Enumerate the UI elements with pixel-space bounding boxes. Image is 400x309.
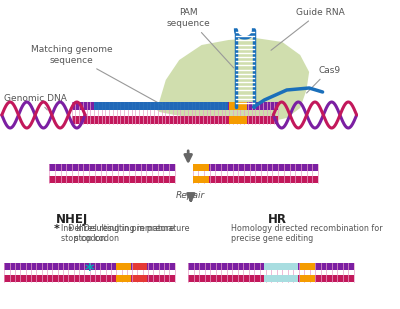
Text: Genomic DNA: Genomic DNA	[4, 94, 67, 110]
Text: HR: HR	[268, 213, 287, 226]
Bar	[193, 163, 209, 171]
Text: ✶ InDel resulting in premature
   stop codon: ✶ InDel resulting in premature stop codo…	[67, 224, 190, 243]
Bar	[300, 275, 314, 282]
Bar	[193, 176, 318, 183]
Polygon shape	[157, 38, 309, 122]
Text: NHEJ: NHEJ	[56, 213, 88, 226]
Bar	[49, 176, 175, 183]
Bar	[4, 275, 175, 282]
Bar	[229, 116, 247, 124]
Text: Repair: Repair	[176, 191, 206, 200]
Bar	[94, 102, 228, 110]
Bar	[72, 102, 278, 110]
Text: *: *	[54, 224, 60, 234]
Bar	[264, 263, 298, 269]
Bar	[133, 263, 147, 269]
Bar	[116, 263, 131, 269]
Text: Cas9: Cas9	[307, 66, 340, 93]
Bar	[188, 263, 354, 269]
Text: PAM
sequence: PAM sequence	[166, 8, 234, 68]
Bar	[300, 263, 314, 269]
Bar	[229, 102, 247, 110]
Text: Homology directed recombination for
precise gene editing: Homology directed recombination for prec…	[231, 224, 383, 243]
Text: *: *	[85, 262, 94, 280]
Bar	[193, 163, 318, 171]
Bar	[193, 176, 209, 183]
Text: InDel resulting in premature
stop codon: InDel resulting in premature stop codon	[61, 224, 174, 243]
Bar	[116, 275, 131, 282]
Bar	[4, 263, 175, 269]
Bar	[264, 275, 298, 282]
Bar	[72, 116, 278, 124]
Bar	[49, 163, 175, 171]
Bar	[188, 275, 354, 282]
Bar	[133, 275, 147, 282]
Text: Matching genome
sequence: Matching genome sequence	[31, 45, 163, 106]
Text: Guide RNA: Guide RNA	[271, 7, 344, 50]
